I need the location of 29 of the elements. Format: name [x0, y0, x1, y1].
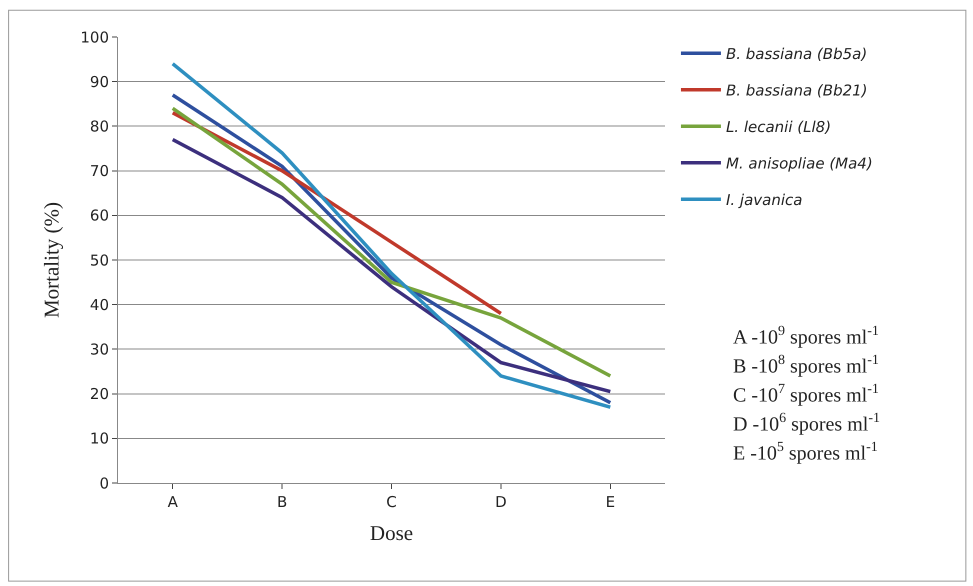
y-tick-label: 40: [90, 296, 109, 314]
y-tick-label: 80: [90, 117, 109, 136]
text: A -10$^{9}$ spores ml$^{-1}$: [733, 324, 879, 348]
y-tick-label: 90: [90, 72, 109, 91]
y-tick-label: 70: [90, 162, 109, 180]
text: C -10$^{7}$ spores ml$^{-1}$: [733, 382, 879, 406]
legend-label: M. anisopliae (Ma4): [726, 154, 873, 173]
y-tick-label: 100: [80, 28, 109, 46]
x-tick-label: D: [495, 493, 507, 511]
y-tick-label: 20: [90, 385, 109, 404]
y-axis-title: Mortality (%): [40, 202, 64, 318]
text: E -10$^{5}$ spores ml$^{-1}$: [733, 440, 878, 464]
y-tick-label: 30: [90, 340, 109, 358]
legend-label: L. lecanii (Ll8): [726, 118, 832, 136]
text: D -10$^{6}$ spores ml$^{-1}$: [733, 411, 880, 436]
x-tick-label: B: [276, 493, 288, 511]
y-tick-label: 60: [90, 206, 109, 225]
legend-label: B. bassiana (Bb5a): [726, 45, 868, 64]
y-tick-label: 0: [99, 474, 109, 492]
x-tick-label: E: [606, 493, 616, 511]
legend-label: I. javanica: [726, 191, 802, 210]
x-axis-title: Dose: [370, 521, 414, 546]
legend-label: B. bassiana (Bb21): [726, 82, 868, 100]
line-series: [170, 138, 612, 394]
y-tick-label: 10: [90, 430, 109, 448]
x-tick-label: C: [386, 493, 397, 511]
y-tick-label: 50: [90, 251, 109, 270]
text: B -10$^{8}$ spores ml$^{-1}$: [733, 353, 879, 378]
x-tick-label: A: [168, 493, 179, 511]
